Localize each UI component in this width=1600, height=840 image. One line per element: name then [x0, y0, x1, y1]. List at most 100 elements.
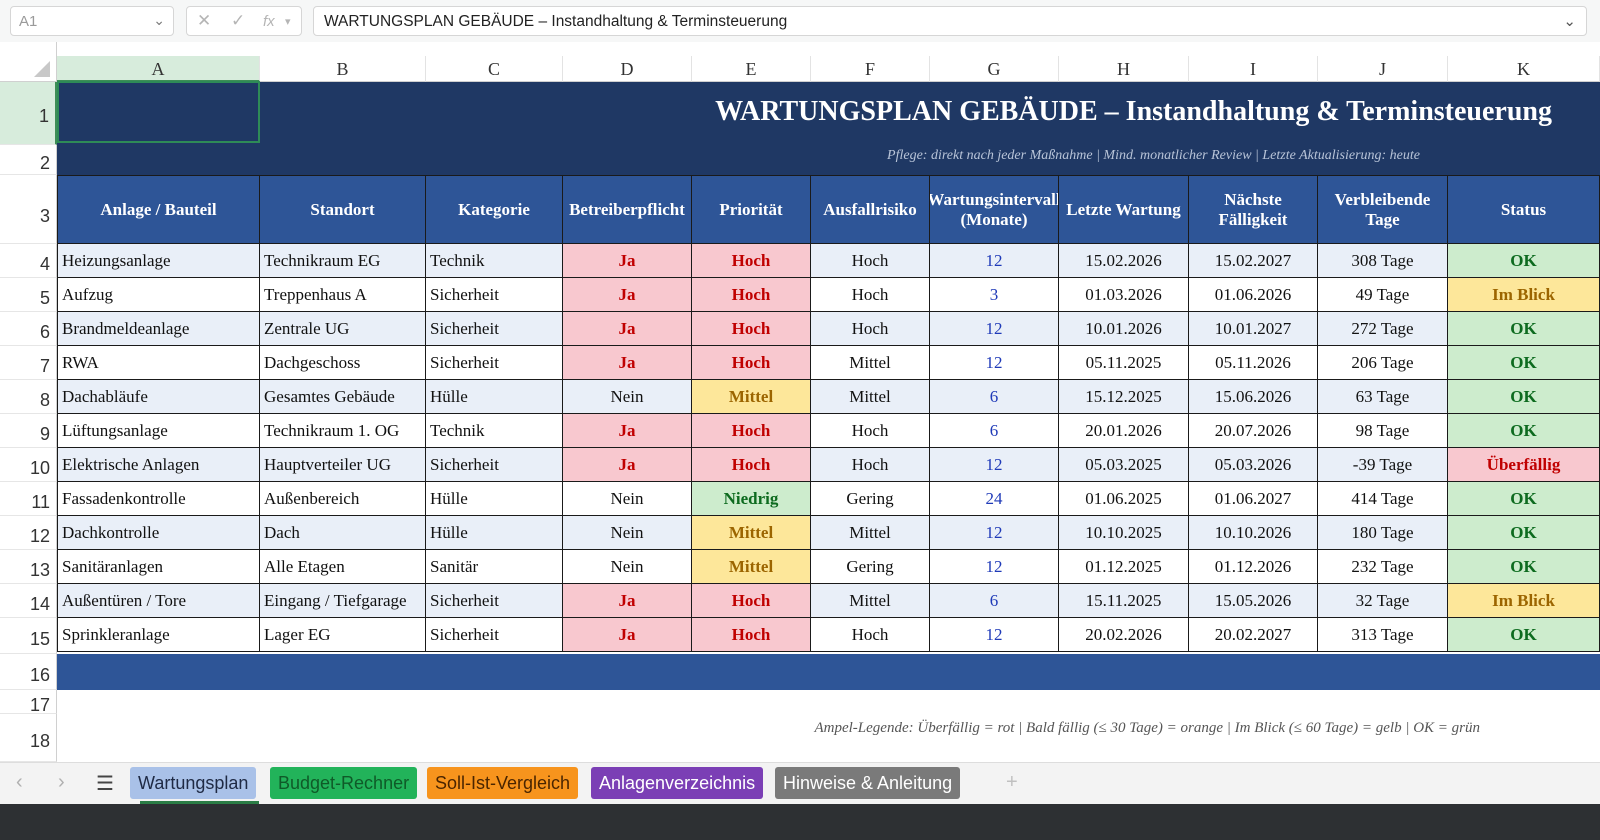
cell-asset[interactable]: Heizungsanlage [57, 244, 260, 278]
cell-category[interactable]: Technik [426, 244, 563, 278]
row-header-9[interactable]: 9 [0, 414, 57, 448]
row-header-5[interactable]: 5 [0, 278, 57, 312]
cell-next-due[interactable]: 20.02.2027 [1189, 618, 1318, 652]
cell-location[interactable]: Lager EG [260, 618, 426, 652]
cell-operator-duty[interactable]: Ja [563, 618, 692, 652]
cell-category[interactable]: Sicherheit [426, 618, 563, 652]
cell-interval[interactable]: 6 [930, 380, 1059, 414]
prev-sheet-icon[interactable]: ‹ [16, 771, 23, 793]
cell-remaining-days[interactable]: 206 Tage [1318, 346, 1448, 380]
column-header-c[interactable]: C [426, 56, 563, 82]
cell-next-due[interactable]: 05.03.2026 [1189, 448, 1318, 482]
cell-next-due[interactable]: 15.05.2026 [1189, 584, 1318, 618]
column-header-k[interactable]: K [1448, 56, 1600, 82]
cell-last-maintenance[interactable]: 20.01.2026 [1059, 414, 1189, 448]
cell-remaining-days[interactable]: 49 Tage [1318, 278, 1448, 312]
cell-interval[interactable]: 12 [930, 618, 1059, 652]
cell-asset[interactable]: Brandmeldeanlage [57, 312, 260, 346]
cell-remaining-days[interactable]: 308 Tage [1318, 244, 1448, 278]
column-header-e[interactable]: E [692, 56, 811, 82]
cell-failure-risk[interactable]: Gering [811, 550, 930, 584]
cell-next-due[interactable]: 20.07.2026 [1189, 414, 1318, 448]
cell-failure-risk[interactable]: Hoch [811, 244, 930, 278]
cell-failure-risk[interactable]: Mittel [811, 584, 930, 618]
cell-operator-duty[interactable]: Ja [563, 414, 692, 448]
cell-category[interactable]: Sicherheit [426, 346, 563, 380]
row-header-12[interactable]: 12 [0, 516, 57, 550]
cell-failure-risk[interactable]: Mittel [811, 380, 930, 414]
cell-priority[interactable]: Hoch [692, 414, 811, 448]
confirm-icon[interactable]: ✓ [231, 11, 246, 30]
cell-interval[interactable]: 12 [930, 346, 1059, 380]
chevron-down-icon[interactable]: ⌄ [153, 12, 165, 28]
tab-budget-rechner[interactable]: Budget-Rechner [270, 767, 418, 799]
cell-operator-duty[interactable]: Nein [563, 482, 692, 516]
cell-remaining-days[interactable]: -39 Tage [1318, 448, 1448, 482]
cell-location[interactable]: Zentrale UG [260, 312, 426, 346]
cell-remaining-days[interactable]: 272 Tage [1318, 312, 1448, 346]
row-header-14[interactable]: 14 [0, 584, 57, 618]
cell-status[interactable]: OK [1448, 346, 1600, 380]
cell-category[interactable]: Hülle [426, 516, 563, 550]
column-header-f[interactable]: F [811, 56, 930, 82]
cell-operator-duty[interactable]: Ja [563, 346, 692, 380]
cell-last-maintenance[interactable]: 01.12.2025 [1059, 550, 1189, 584]
cell-asset[interactable]: Sanitäranlagen [57, 550, 260, 584]
column-header-j[interactable]: J [1318, 56, 1448, 82]
cell-interval[interactable]: 24 [930, 482, 1059, 516]
cell-remaining-days[interactable]: 98 Tage [1318, 414, 1448, 448]
cell-remaining-days[interactable]: 180 Tage [1318, 516, 1448, 550]
cell-priority[interactable]: Hoch [692, 312, 811, 346]
cell-status[interactable]: Im Blick [1448, 584, 1600, 618]
cell-next-due[interactable]: 05.11.2026 [1189, 346, 1318, 380]
row-header-18[interactable]: 18 [0, 714, 57, 762]
cancel-icon[interactable]: ✕ [197, 11, 212, 30]
tab-hinweise-anleitung[interactable]: Hinweise & Anleitung [775, 767, 961, 799]
cell-status[interactable]: OK [1448, 482, 1600, 516]
cell-priority[interactable]: Hoch [692, 346, 811, 380]
cell-remaining-days[interactable]: 414 Tage [1318, 482, 1448, 516]
cell-priority[interactable]: Hoch [692, 278, 811, 312]
row-header-1[interactable]: 1 [0, 82, 57, 145]
cell-location[interactable]: Treppenhaus A [260, 278, 426, 312]
cell-last-maintenance[interactable]: 15.12.2025 [1059, 380, 1189, 414]
cell-location[interactable]: Dach [260, 516, 426, 550]
cell-operator-duty[interactable]: Ja [563, 448, 692, 482]
cell-status[interactable]: OK [1448, 618, 1600, 652]
cell-last-maintenance[interactable]: 01.03.2026 [1059, 278, 1189, 312]
column-header-b[interactable]: B [260, 56, 426, 82]
cell-last-maintenance[interactable]: 15.02.2026 [1059, 244, 1189, 278]
cell-status[interactable]: Überfällig [1448, 448, 1600, 482]
cell-asset[interactable]: Aufzug [57, 278, 260, 312]
cell-interval[interactable]: 12 [930, 550, 1059, 584]
cell-location[interactable]: Dachgeschoss [260, 346, 426, 380]
cell-operator-duty[interactable]: Ja [563, 312, 692, 346]
cell-next-due[interactable]: 15.06.2026 [1189, 380, 1318, 414]
row-header-7[interactable]: 7 [0, 346, 57, 380]
cell-remaining-days[interactable]: 313 Tage [1318, 618, 1448, 652]
expand-formula-icon[interactable]: ⌄ [1563, 13, 1576, 30]
cell-asset[interactable]: Außentüren / Tore [57, 584, 260, 618]
cell-last-maintenance[interactable]: 05.11.2025 [1059, 346, 1189, 380]
cell-interval[interactable]: 3 [930, 278, 1059, 312]
cell-status[interactable]: OK [1448, 244, 1600, 278]
column-header-d[interactable]: D [563, 56, 692, 82]
sheet-menu-icon[interactable]: ☰ [96, 773, 114, 795]
cell-location[interactable]: Außenbereich [260, 482, 426, 516]
cell-priority[interactable]: Hoch [692, 244, 811, 278]
tab-wartungsplan[interactable]: Wartungsplan [130, 767, 257, 799]
row-header-16[interactable]: 16 [0, 654, 57, 690]
column-header-h[interactable]: H [1059, 56, 1189, 82]
row-header-8[interactable]: 8 [0, 380, 57, 414]
cell-operator-duty[interactable]: Nein [563, 380, 692, 414]
cell-failure-risk[interactable]: Mittel [811, 516, 930, 550]
cell-last-maintenance[interactable]: 01.06.2025 [1059, 482, 1189, 516]
row-header-2[interactable]: 2 [0, 145, 57, 175]
select-all-corner[interactable] [0, 42, 57, 82]
cell-next-due[interactable]: 01.06.2027 [1189, 482, 1318, 516]
cell-operator-duty[interactable]: Ja [563, 584, 692, 618]
cell-remaining-days[interactable]: 232 Tage [1318, 550, 1448, 584]
cell-next-due[interactable]: 01.06.2026 [1189, 278, 1318, 312]
cell-next-due[interactable]: 01.12.2026 [1189, 550, 1318, 584]
